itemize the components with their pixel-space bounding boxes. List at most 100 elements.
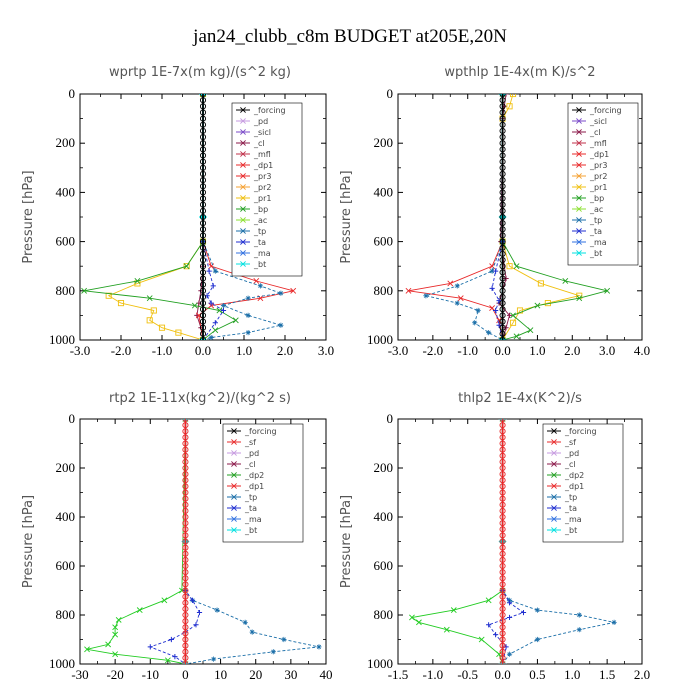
data-point-ta bbox=[493, 268, 499, 274]
x-tick-label: -0.5 bbox=[457, 667, 478, 682]
data-point-forcing bbox=[182, 538, 189, 545]
data-point-forcing bbox=[182, 654, 189, 661]
data-point-forcing bbox=[199, 127, 207, 134]
data-point-forcing bbox=[199, 109, 207, 116]
data-point-ta bbox=[168, 636, 174, 643]
legend-marker bbox=[551, 505, 557, 511]
y-tick-label: 1000 bbox=[49, 656, 75, 671]
legend-box bbox=[567, 102, 639, 266]
panel-title: thlp2 1E-4x(K^2)/s bbox=[458, 391, 582, 406]
data-point-forcing bbox=[499, 312, 506, 319]
x-tick-label: 1.5 bbox=[599, 667, 615, 682]
x-tick-label: 2.0 bbox=[277, 343, 293, 358]
legend-label: _mfl bbox=[589, 139, 607, 148]
data-point-forcing bbox=[499, 611, 506, 619]
y-tick-label: 0 bbox=[69, 86, 76, 101]
data-point-tp bbox=[534, 607, 541, 613]
data-point-forcing bbox=[499, 581, 506, 588]
x-tick-label: 20 bbox=[249, 667, 262, 682]
data-point-ta bbox=[493, 307, 499, 314]
data-point-forcing bbox=[499, 569, 506, 576]
y-axis-label: Pressure [hPa] bbox=[21, 170, 36, 263]
data-point-forcing bbox=[182, 471, 189, 478]
legend-label: _sicl bbox=[589, 117, 607, 126]
y-tick-label: 600 bbox=[56, 558, 76, 573]
x-tick-label: 3.0 bbox=[599, 343, 615, 358]
data-point-ta bbox=[189, 597, 196, 603]
data-point-forcing bbox=[499, 562, 506, 570]
data-point-bp bbox=[534, 302, 541, 309]
legend-label: _ma bbox=[589, 238, 607, 247]
legend-marker bbox=[231, 483, 237, 489]
x-tick-label: 0 bbox=[182, 667, 189, 682]
data-point-forcing bbox=[199, 177, 207, 184]
legend-marker bbox=[551, 450, 557, 456]
data-point-bp bbox=[510, 312, 516, 319]
data-point-forcing bbox=[182, 636, 189, 643]
legend-marker bbox=[551, 483, 557, 489]
data-point-dp1 bbox=[457, 295, 464, 302]
y-tick-label: 200 bbox=[56, 135, 76, 150]
series-line-dp1 bbox=[86, 419, 186, 664]
legend-label: _bp bbox=[589, 194, 604, 203]
legend-label: _sf bbox=[244, 438, 256, 447]
series-line-ta bbox=[202, 94, 225, 340]
data-point-forcing bbox=[182, 642, 189, 649]
legend-marker bbox=[240, 162, 246, 168]
legend-label: _ac bbox=[253, 216, 267, 225]
data-point-forcing bbox=[499, 630, 506, 637]
legend-label: _cl bbox=[589, 128, 601, 137]
legend: _forcing _sf _pd _cl _dp2 _dp1 _tp _ta _ma _bt bbox=[222, 423, 304, 543]
data-point-forcing bbox=[199, 158, 207, 165]
data-point-ta bbox=[206, 268, 212, 274]
data-point-forcing bbox=[199, 269, 207, 276]
legend-label: _sf bbox=[564, 438, 576, 447]
data-point-forcing bbox=[199, 293, 207, 301]
legend-marker bbox=[231, 527, 237, 533]
data-point-forcing bbox=[199, 152, 207, 159]
x-tick-label: 0.0 bbox=[494, 343, 510, 358]
legend-marker bbox=[576, 162, 582, 168]
legend-marker bbox=[551, 494, 557, 500]
x-tick-label: 3.0 bbox=[318, 343, 334, 358]
data-point-tp bbox=[611, 619, 617, 625]
legend-marker bbox=[240, 173, 246, 179]
legend-label: _pr2 bbox=[589, 172, 607, 181]
legend-marker bbox=[231, 516, 237, 522]
data-point-forcing bbox=[499, 133, 506, 141]
y-tick-label: 600 bbox=[56, 234, 76, 249]
legend-marker bbox=[551, 516, 557, 522]
data-point-forcing bbox=[499, 256, 506, 264]
data-point-forcing bbox=[499, 556, 506, 563]
data-point-forcing bbox=[499, 654, 506, 661]
y-tick-label: 0 bbox=[387, 86, 394, 101]
data-point-forcing bbox=[499, 250, 506, 257]
data-point-forcing bbox=[182, 605, 189, 612]
data-point-forcing bbox=[182, 611, 189, 619]
data-point-forcing bbox=[499, 501, 506, 508]
data-point-forcing bbox=[199, 140, 207, 147]
data-point-forcing bbox=[182, 544, 189, 551]
data-point-pr1 bbox=[158, 324, 166, 331]
data-point-forcing bbox=[199, 244, 207, 251]
data-point-ta bbox=[193, 622, 199, 628]
data-point-forcing bbox=[499, 544, 506, 551]
legend-label: _dp1 bbox=[564, 482, 584, 491]
series-group bbox=[409, 419, 617, 664]
legend-label: _pr2 bbox=[253, 183, 271, 192]
data-point-tp bbox=[576, 627, 582, 633]
y-tick-label: 400 bbox=[374, 509, 394, 524]
data-point-pr1 bbox=[509, 94, 517, 98]
data-point-forcing bbox=[199, 306, 207, 313]
data-point-forcing bbox=[199, 103, 207, 110]
data-point-forcing bbox=[199, 201, 207, 208]
data-point-dp1 bbox=[164, 657, 171, 664]
data-point-forcing bbox=[499, 330, 506, 337]
data-point-forcing bbox=[499, 269, 506, 276]
y-axis-label: Pressure [hPa] bbox=[339, 495, 354, 588]
data-point-forcing bbox=[199, 207, 207, 214]
data-point-forcing bbox=[499, 318, 506, 325]
legend-label: _tp bbox=[589, 216, 602, 225]
data-point-forcing bbox=[499, 660, 506, 664]
data-point-bp bbox=[604, 287, 611, 294]
